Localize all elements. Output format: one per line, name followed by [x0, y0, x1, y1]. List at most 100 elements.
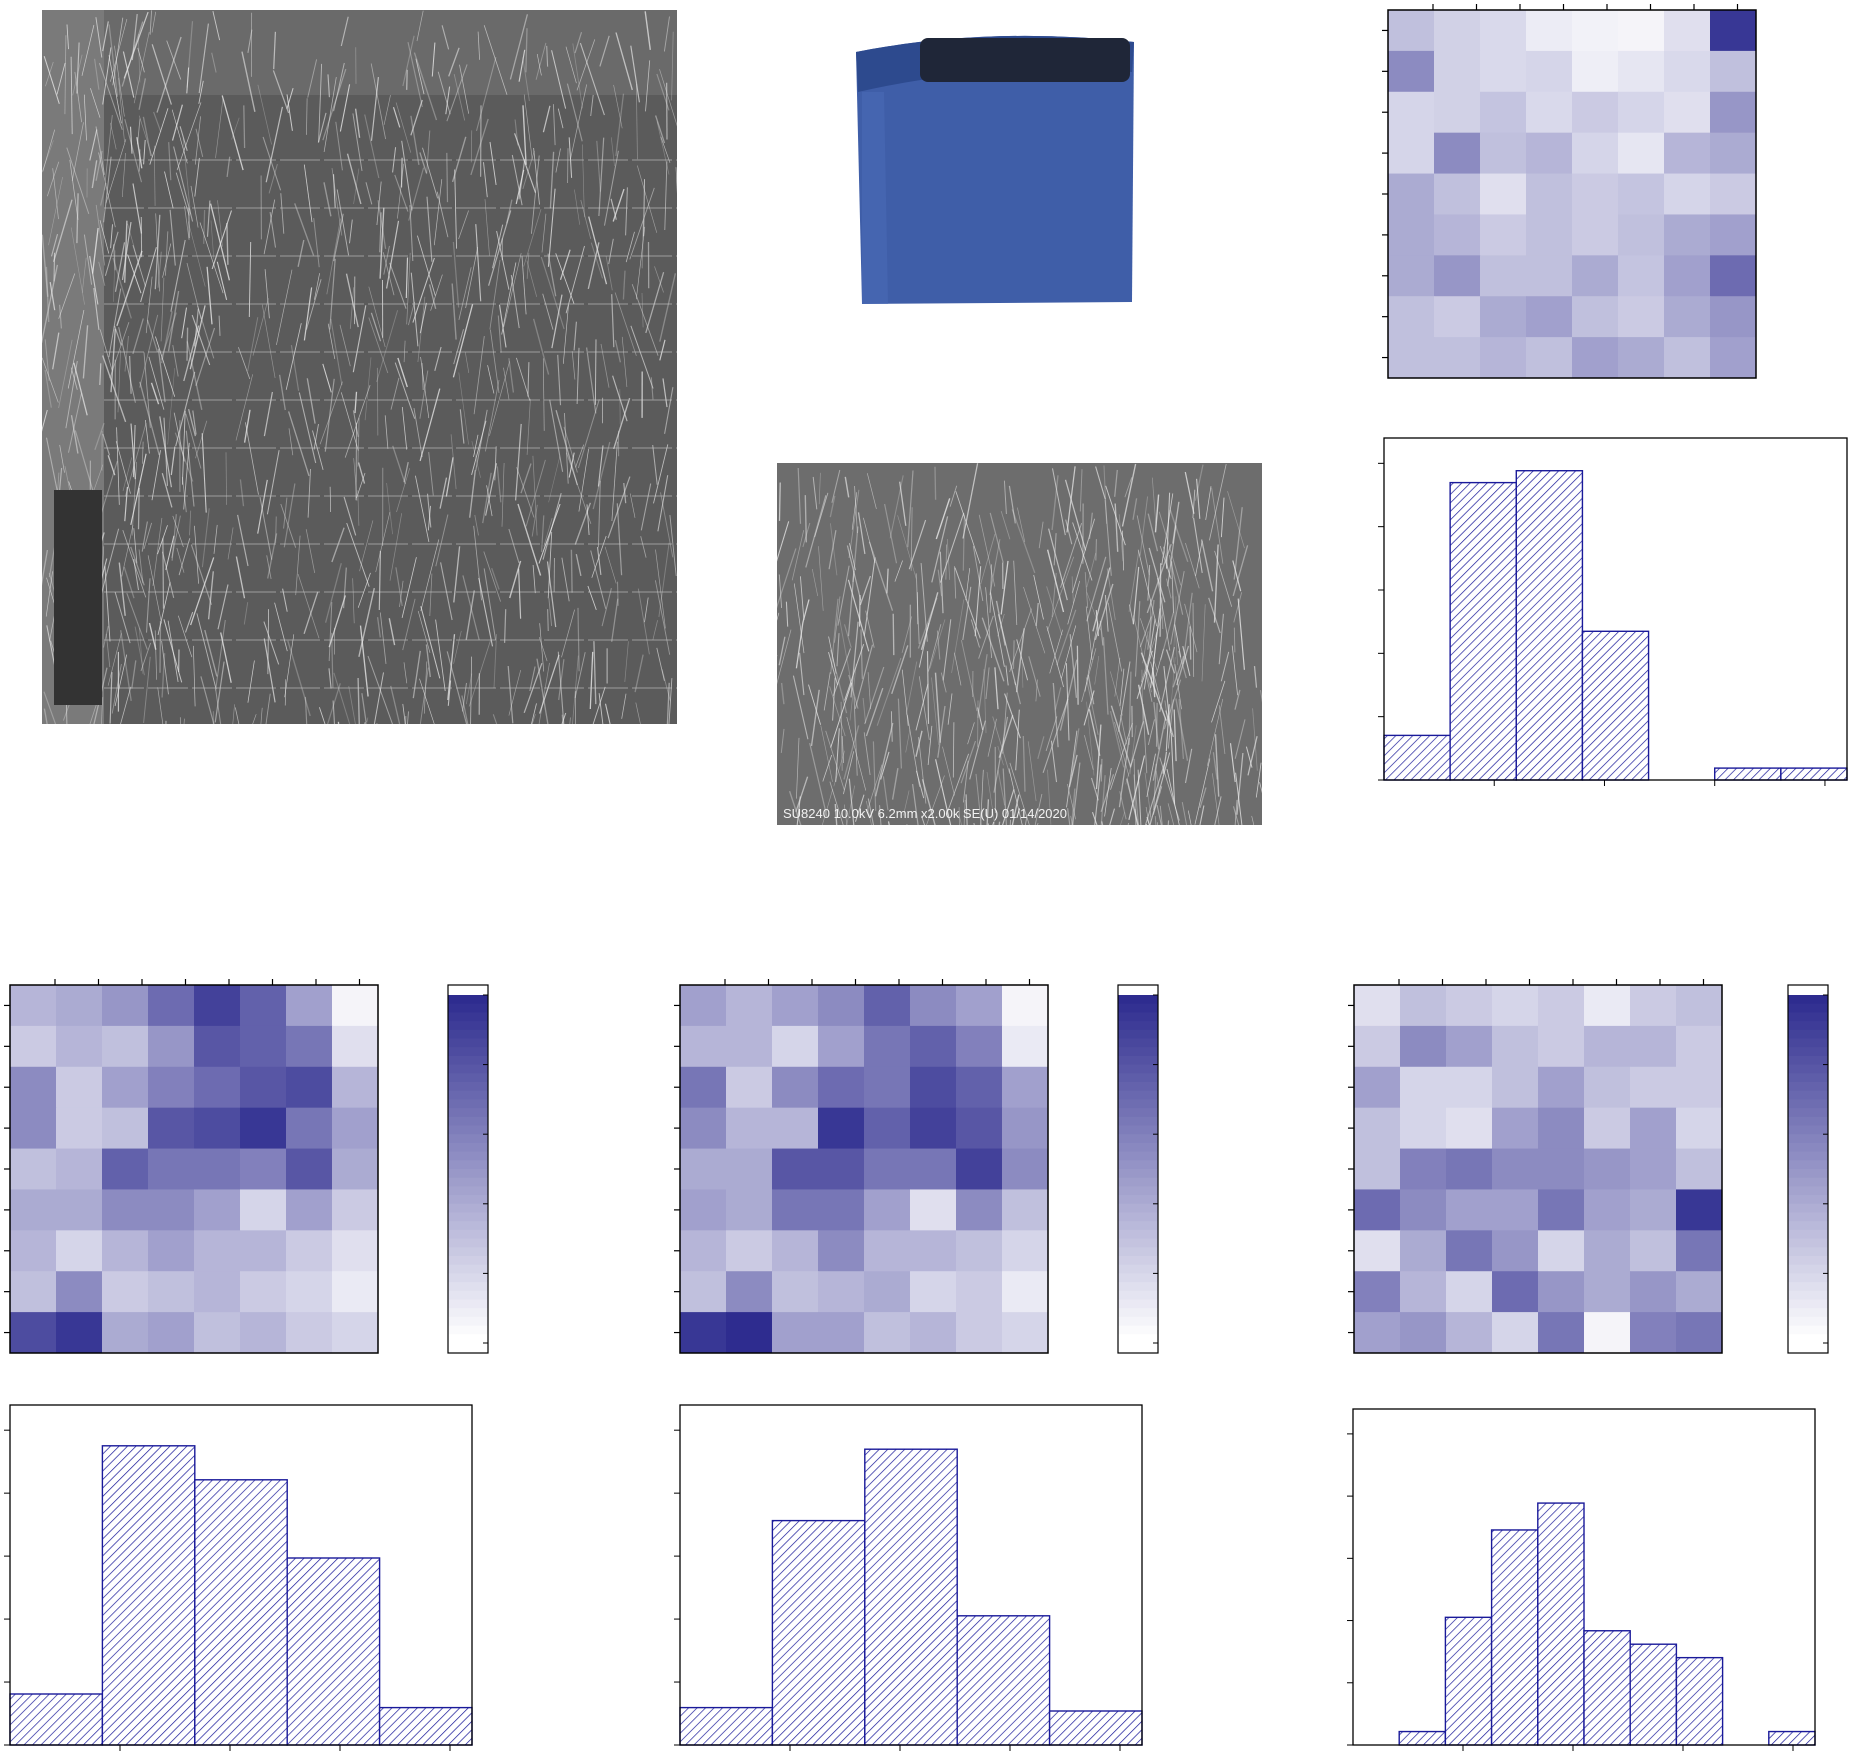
heatmap-cell — [194, 1189, 241, 1230]
sem-fiber — [849, 490, 859, 558]
sem-fiber — [1046, 716, 1057, 751]
sem-fiber — [415, 476, 429, 542]
sem-fiber — [1209, 796, 1222, 825]
sem-fiber — [304, 165, 312, 223]
sem-fiber — [916, 731, 922, 757]
sem-fiber — [330, 487, 331, 512]
heatmap-cell — [910, 1108, 957, 1149]
heatmap-cell — [726, 1149, 773, 1190]
colorbar-segment — [1788, 1317, 1828, 1326]
colorbar-segment — [1788, 1134, 1828, 1143]
sem-fiber — [819, 473, 820, 504]
sem-fiber — [1235, 719, 1245, 758]
heatmap-cell — [148, 1230, 195, 1271]
sem-fiber — [421, 606, 440, 678]
sem-fiber — [660, 69, 678, 135]
heatmap-cell — [286, 1312, 333, 1353]
sem-fiber — [165, 721, 166, 724]
sem-fiber — [396, 567, 402, 606]
sem-fiber — [160, 416, 172, 487]
sem-fiber — [152, 12, 156, 33]
sem-fiber — [42, 235, 48, 297]
heatmap-cell — [1400, 1230, 1447, 1271]
colorbar-segment — [448, 1326, 488, 1335]
sem-fiber — [420, 303, 426, 333]
sem-fiber — [245, 410, 250, 443]
sem-micrograph: SU8240 10.0kV 6.2mm x2.00k SE(U) 01/14/2… — [777, 463, 1262, 825]
sem-fiber — [577, 39, 595, 90]
sem-fiber — [493, 714, 510, 724]
heatmap-cell — [1492, 1312, 1539, 1353]
heatmap-cell — [1434, 10, 1481, 51]
sem-fiber — [288, 641, 310, 716]
colorbar-segment — [1118, 1117, 1158, 1126]
heatmap-cell — [1664, 51, 1711, 92]
sem-fiber — [197, 613, 216, 689]
heatmap-cell — [1002, 1189, 1049, 1230]
heatmap-cell — [1446, 1149, 1493, 1190]
heatmap-top-panel — [1370, 0, 1790, 385]
heatmap-cell — [56, 985, 103, 1026]
sem-fiber — [1234, 592, 1242, 622]
sem-fiber — [307, 378, 315, 423]
colorbar-segment — [448, 1265, 488, 1274]
heatmap-cell — [1572, 174, 1619, 215]
sem-fiber — [202, 508, 209, 567]
sem-fiber — [431, 275, 443, 311]
sem-fiber — [845, 624, 852, 647]
heatmap-cell — [1676, 1108, 1723, 1149]
sem-fiber — [229, 704, 234, 724]
sem-fiber — [133, 319, 143, 354]
sem-fiber — [509, 529, 519, 563]
colorbar-segment — [448, 1282, 488, 1291]
sem-fiber — [475, 515, 479, 535]
heatmap-cell — [1584, 1108, 1631, 1149]
sem-fiber — [313, 431, 324, 470]
sem-fiber — [289, 428, 293, 455]
sem-fiber — [665, 387, 673, 434]
sem-fiber — [838, 566, 849, 626]
sem-fiber — [152, 450, 161, 500]
sem-fiber — [329, 602, 332, 661]
sem-fiber — [470, 470, 476, 517]
sem-fiber — [575, 32, 582, 53]
sem-fiber — [370, 723, 377, 724]
sem-fiber — [459, 267, 471, 320]
heatmap-cell — [1664, 337, 1711, 378]
colorbar-segment — [1118, 1091, 1158, 1100]
colorbar-segment — [1788, 1073, 1828, 1082]
heatmap-cell — [1354, 985, 1401, 1026]
heatmap-cell — [1538, 985, 1585, 1026]
sem-fiber — [793, 676, 808, 740]
sem-fiber — [88, 704, 96, 725]
heatmap-cell — [1630, 1026, 1677, 1067]
sem-fiber — [636, 703, 645, 724]
heatmap-cell — [1492, 1230, 1539, 1271]
sem-fiber — [615, 293, 636, 356]
sem-fiber — [248, 714, 256, 724]
histogram-bar — [1384, 735, 1450, 780]
sem-fiber — [873, 741, 875, 810]
heatmap-cell — [1480, 337, 1527, 378]
sem-fiber — [612, 294, 614, 347]
heatmap-cell — [1480, 296, 1527, 337]
sem-fiber — [262, 305, 275, 378]
heatmap-cell — [1400, 985, 1447, 1026]
sem-fiber — [284, 484, 295, 548]
heatmap-cell — [1388, 337, 1435, 378]
histogram-bar — [1781, 768, 1847, 780]
heatmap-cell — [726, 1271, 773, 1312]
histogram-bar — [1050, 1711, 1142, 1745]
heatmap-cell — [680, 1312, 727, 1353]
sem-fiber — [123, 458, 132, 492]
colorbar-segment — [1788, 1213, 1828, 1222]
heatmap-cell — [194, 1312, 241, 1353]
heatmap-cell — [1354, 1149, 1401, 1190]
heatmap-cell — [864, 1026, 911, 1067]
sem-fiber — [216, 620, 226, 690]
heatmap-cell — [1002, 1271, 1049, 1312]
sem-fiber — [208, 201, 210, 237]
sem-fiber — [471, 657, 472, 724]
histogram-bar — [287, 1558, 379, 1745]
sem-fiber — [244, 602, 247, 624]
